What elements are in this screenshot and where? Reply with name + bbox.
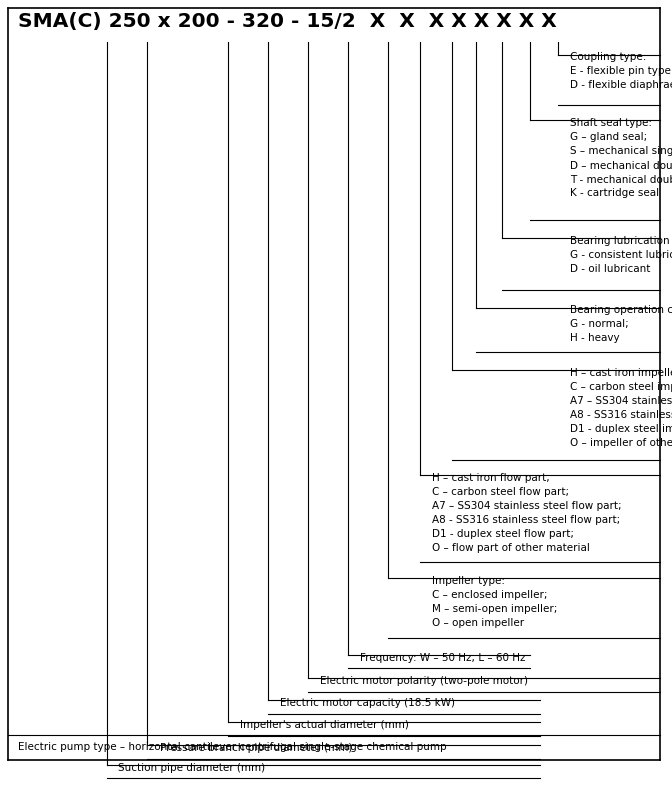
Text: A8 - SS316 stainless steel impeller;: A8 - SS316 stainless steel impeller;	[570, 410, 672, 420]
Text: D1 - duplex steel impeller;: D1 - duplex steel impeller;	[570, 424, 672, 434]
Text: SMA(C) 250 x 200 - 320 - 15/2  X  X  X X X X X X: SMA(C) 250 x 200 - 320 - 15/2 X X X X X …	[18, 12, 556, 31]
Text: C – carbon steel flow part;: C – carbon steel flow part;	[432, 487, 569, 497]
Text: O – open impeller: O – open impeller	[432, 618, 524, 628]
Text: O – flow part of other material: O – flow part of other material	[432, 543, 590, 553]
Text: A7 – SS304 stainless steel flow part;: A7 – SS304 stainless steel flow part;	[432, 501, 622, 511]
Text: E - flexible pin type coupling: E - flexible pin type coupling	[570, 66, 672, 76]
Text: Frequency: W – 50 Hz; L – 60 Hz: Frequency: W – 50 Hz; L – 60 Hz	[360, 653, 526, 663]
Text: Impeller type:: Impeller type:	[432, 576, 505, 586]
Text: G - consistent lubricant;: G - consistent lubricant;	[570, 250, 672, 260]
Text: Bearing operation conditions:: Bearing operation conditions:	[570, 305, 672, 315]
Text: H – cast iron flow part;: H – cast iron flow part;	[432, 473, 550, 483]
Text: M – semi-open impeller;: M – semi-open impeller;	[432, 604, 557, 614]
Text: K - cartridge seal: K - cartridge seal	[570, 188, 659, 198]
Text: G – gland seal;: G – gland seal;	[570, 132, 647, 142]
Text: Pressure branch pipe diameter (mm): Pressure branch pipe diameter (mm)	[160, 743, 352, 753]
Text: Shaft seal type:: Shaft seal type:	[570, 118, 652, 128]
Text: D – mechanical double seal (back-to-back);: D – mechanical double seal (back-to-back…	[570, 160, 672, 170]
Text: H – cast iron impeller (CI);: H – cast iron impeller (CI);	[570, 368, 672, 378]
Text: O – impeller of other material: O – impeller of other material	[570, 438, 672, 448]
Text: Electric motor capacity (18.5 kW): Electric motor capacity (18.5 kW)	[280, 698, 455, 708]
Text: D - flexible diaphraem coupling: D - flexible diaphraem coupling	[570, 80, 672, 90]
Text: G - normal;: G - normal;	[570, 319, 629, 329]
Text: Electric pump type – horizontal cantilever centrifugal single-stage chemical pum: Electric pump type – horizontal cantilev…	[18, 742, 447, 752]
Text: Coupling type:: Coupling type:	[570, 52, 646, 62]
Text: S – mechanical single seal;: S – mechanical single seal;	[570, 146, 672, 156]
Text: T - mechanical double seal (tandem);: T - mechanical double seal (tandem);	[570, 174, 672, 184]
Text: A8 - SS316 stainless steel flow part;: A8 - SS316 stainless steel flow part;	[432, 515, 620, 525]
Text: Suction pipe diameter (mm): Suction pipe diameter (mm)	[118, 763, 265, 773]
Text: D1 - duplex steel flow part;: D1 - duplex steel flow part;	[432, 529, 574, 539]
Text: D - oil lubricant: D - oil lubricant	[570, 264, 650, 274]
Text: C – carbon steel impeller (CS);: C – carbon steel impeller (CS);	[570, 382, 672, 392]
Text: A7 – SS304 stainless steel impeller;: A7 – SS304 stainless steel impeller;	[570, 396, 672, 406]
Text: H - heavy: H - heavy	[570, 333, 620, 343]
Text: Electric motor polarity (two-pole motor): Electric motor polarity (two-pole motor)	[320, 676, 528, 686]
Text: C – enclosed impeller;: C – enclosed impeller;	[432, 590, 548, 600]
Text: Bearing lubrication type:: Bearing lubrication type:	[570, 236, 672, 246]
Text: Impeller's actual diameter (mm): Impeller's actual diameter (mm)	[240, 720, 409, 730]
